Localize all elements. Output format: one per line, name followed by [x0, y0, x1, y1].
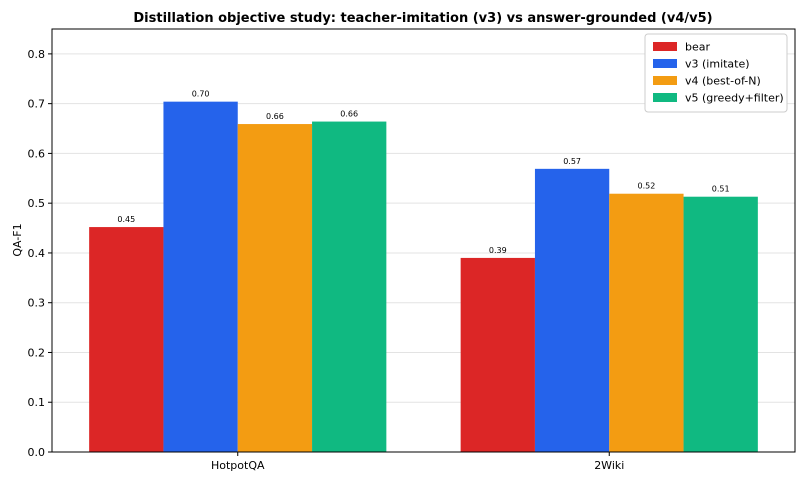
y-tick-label: 0.8	[28, 48, 46, 61]
y-tick-label: 0.2	[28, 346, 46, 359]
legend-label: v4 (best-of-N)	[685, 75, 761, 88]
y-tick-label: 0.0	[28, 446, 46, 459]
bars	[89, 101, 758, 453]
legend-frame	[644, 33, 788, 113]
bar	[163, 101, 238, 453]
chart-title: Distillation objective study: teacher-im…	[133, 11, 712, 26]
data-label: 0.51	[712, 185, 730, 194]
x-tick-label: HotpotQA	[211, 459, 265, 472]
data-label: 0.66	[266, 112, 284, 121]
bar	[89, 227, 164, 452]
bar	[534, 168, 610, 453]
y-tick-label: 0.3	[28, 297, 46, 310]
y-tick-label: 0.1	[28, 396, 46, 409]
bar	[683, 196, 758, 452]
bar	[609, 193, 684, 452]
data-label: 0.39	[489, 246, 507, 255]
legend-swatch	[653, 59, 677, 68]
data-labels: 0.45 0.70 0.66 0.66 0.39 0.57 0.52 0.51	[117, 90, 729, 255]
data-label: 0.57	[563, 157, 581, 166]
y-axis-ticks: 0.0 0.1 0.2 0.3 0.4 0.5 0.6 0.7 0.8	[28, 48, 52, 459]
data-label: 0.52	[637, 182, 655, 191]
bar	[237, 124, 313, 452]
data-label: 0.45	[117, 215, 135, 224]
legend-label: bear	[685, 41, 710, 54]
x-axis-ticks: HotpotQA 2Wiki	[211, 452, 624, 472]
legend-swatch	[653, 76, 677, 85]
legend-swatch	[653, 93, 677, 102]
legend-swatch	[653, 42, 677, 51]
y-axis-label: QA-F1	[11, 223, 24, 256]
legend: bear v3 (imitate) v4 (best-of-N) v5 (greedy…	[644, 33, 788, 113]
bar	[460, 257, 535, 452]
plot-area-frame	[51, 28, 796, 453]
legend-label: v5 (greedy+filter)	[685, 92, 784, 105]
x-tick-label: 2Wiki	[594, 459, 624, 472]
y-tick-label: 0.7	[28, 98, 46, 111]
data-label: 0.66	[340, 110, 358, 119]
y-tick-label: 0.6	[28, 147, 46, 160]
data-label: 0.70	[192, 90, 210, 99]
legend-label: v3 (imitate)	[685, 58, 750, 71]
y-tick-label: 0.4	[28, 247, 46, 260]
y-tick-label: 0.5	[28, 197, 46, 210]
bar	[312, 121, 387, 453]
